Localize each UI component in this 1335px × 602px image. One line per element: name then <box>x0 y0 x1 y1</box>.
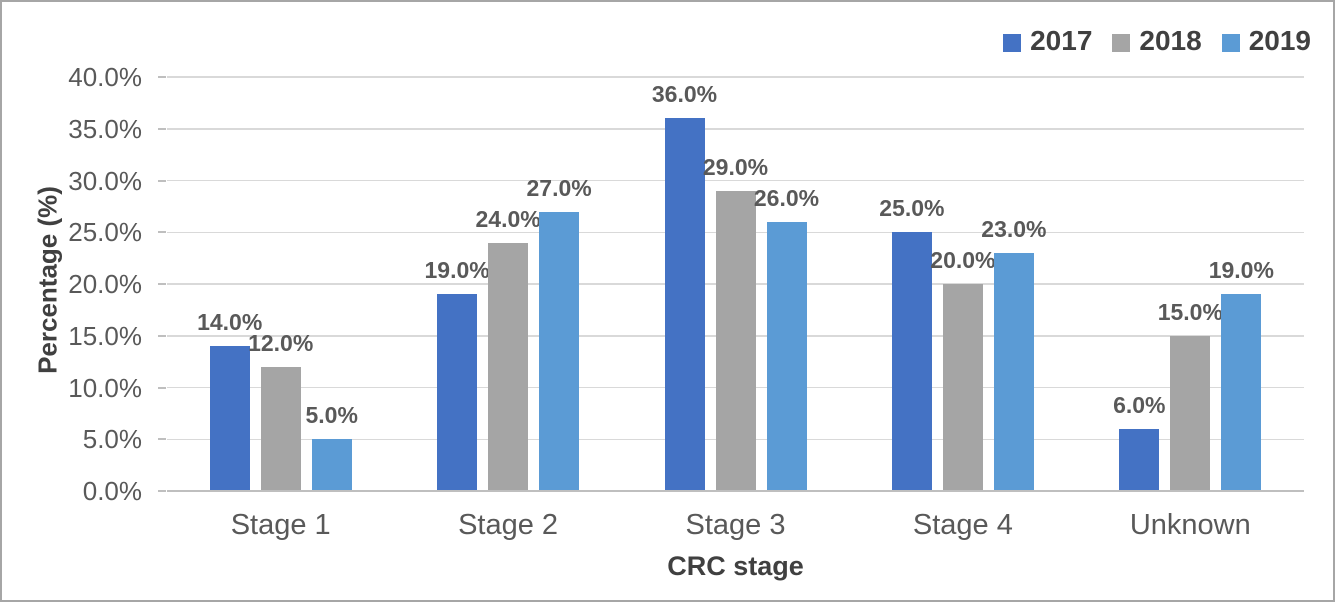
bar <box>766 221 807 491</box>
category-label: Stage 2 <box>458 509 559 541</box>
y-tick-label: 30.0% <box>68 165 142 196</box>
category-label: Stage 3 <box>685 509 786 541</box>
bar <box>1119 428 1160 491</box>
y-tick-mark <box>158 490 166 492</box>
bar <box>664 118 705 491</box>
bar <box>891 232 932 491</box>
data-label: 15.0% <box>1157 298 1223 325</box>
data-label: 19.0% <box>1208 257 1274 284</box>
legend-item-2019: 2019 <box>1221 24 1311 58</box>
data-label: 25.0% <box>879 195 945 222</box>
legend-swatch-icon <box>1221 33 1240 52</box>
y-tick-label: 25.0% <box>68 217 142 248</box>
bar <box>437 294 478 491</box>
category-label: Unknown <box>1129 509 1251 541</box>
y-tick-mark <box>158 179 166 182</box>
data-label: 5.0% <box>305 402 358 429</box>
legend-swatch-icon <box>1003 33 1022 52</box>
chart-legend: 2017 2018 2019 <box>1003 24 1311 58</box>
legend-label: 2017 <box>1030 25 1093 56</box>
data-label: 24.0% <box>475 205 541 232</box>
data-label: 29.0% <box>702 153 769 180</box>
y-tick-mark <box>158 386 166 389</box>
legend-swatch-icon <box>1112 33 1131 52</box>
y-tick-mark <box>158 334 166 337</box>
y-tick-label: 15.0% <box>68 320 142 351</box>
data-label: 6.0% <box>1113 391 1166 418</box>
data-label: 36.0% <box>651 81 718 108</box>
y-tick-label: 35.0% <box>68 113 142 144</box>
data-label: 12.0% <box>248 329 314 356</box>
data-label: 19.0% <box>424 257 490 284</box>
y-tick-mark <box>158 127 166 130</box>
x-axis-title: CRC stage <box>667 551 804 581</box>
bar <box>1221 294 1262 491</box>
legend-label: 2018 <box>1139 25 1202 56</box>
bar <box>260 366 301 491</box>
category-label: Stage 4 <box>912 509 1013 541</box>
y-tick-label: 5.0% <box>82 424 142 455</box>
gridline <box>167 76 1304 78</box>
y-tick-mark <box>158 231 166 234</box>
y-tick-mark <box>158 76 166 78</box>
bar <box>539 211 580 491</box>
y-tick-label: 10.0% <box>68 372 142 403</box>
data-label: 20.0% <box>930 247 996 273</box>
legend-item-2017: 2017 <box>1003 24 1092 58</box>
legend-item-2018: 2018 <box>1112 24 1202 58</box>
bar <box>488 242 529 491</box>
bar <box>209 346 250 491</box>
bar <box>942 284 983 491</box>
data-label: 23.0% <box>981 215 1047 242</box>
data-label: 26.0% <box>753 184 820 211</box>
y-tick-label: 40.0% <box>68 62 142 92</box>
bar <box>311 439 352 491</box>
gridline <box>167 128 1304 130</box>
y-tick-label: 20.0% <box>68 269 142 299</box>
y-tick-mark <box>158 283 166 285</box>
bar <box>715 190 756 491</box>
bar <box>1170 335 1211 491</box>
x-axis-line <box>167 490 1304 492</box>
category-label: Stage 1 <box>230 509 331 541</box>
y-tick-mark <box>158 438 166 441</box>
data-label: 14.0% <box>197 309 263 336</box>
bar <box>993 252 1034 491</box>
legend-label: 2019 <box>1248 25 1311 56</box>
y-axis-title: Percentage (%) <box>32 186 63 374</box>
y-tick-label: 0.0% <box>82 476 142 506</box>
data-label: 27.0% <box>526 174 592 201</box>
gridline <box>167 179 1304 182</box>
